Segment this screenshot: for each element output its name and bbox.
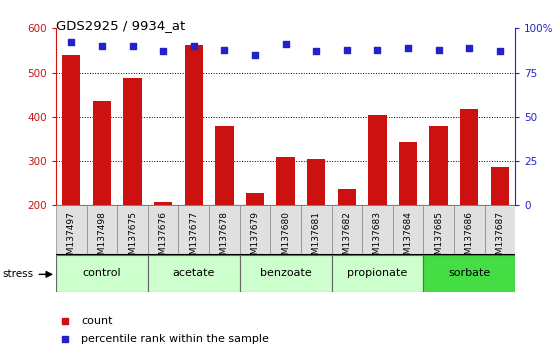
Point	[373, 47, 382, 52]
Bar	[307, 159, 325, 205]
Bar	[362, 205, 393, 255]
Bar	[148, 255, 240, 292]
Text: GDS2925 / 9934_at: GDS2925 / 9934_at	[56, 19, 185, 33]
Text: GSM137678: GSM137678	[220, 211, 229, 266]
Bar	[368, 115, 386, 205]
Point	[434, 47, 443, 52]
Text: GSM137498: GSM137498	[97, 211, 106, 266]
Bar	[393, 205, 423, 255]
Point	[281, 41, 290, 47]
Point	[189, 43, 198, 49]
Text: GSM137684: GSM137684	[404, 211, 413, 266]
Text: GSM137677: GSM137677	[189, 211, 198, 266]
Bar	[154, 202, 172, 205]
Point	[365, 220, 374, 226]
Bar	[332, 205, 362, 255]
Text: GSM137683: GSM137683	[373, 211, 382, 266]
Bar	[332, 255, 423, 292]
Bar	[56, 205, 87, 255]
Text: GSM137687: GSM137687	[496, 211, 505, 266]
Text: count: count	[81, 315, 113, 326]
Bar	[87, 205, 117, 255]
Bar	[270, 205, 301, 255]
Text: GSM137686: GSM137686	[465, 211, 474, 266]
Point	[220, 47, 229, 52]
Bar	[491, 167, 509, 205]
Point	[342, 47, 351, 52]
Bar	[277, 156, 295, 205]
Bar	[430, 126, 448, 205]
Point	[496, 48, 505, 54]
Point	[158, 48, 167, 54]
Point	[365, 53, 374, 58]
Bar	[179, 205, 209, 255]
Text: GSM137679: GSM137679	[250, 211, 259, 266]
Text: propionate: propionate	[347, 268, 408, 279]
Text: GSM137680: GSM137680	[281, 211, 290, 266]
Text: GSM137685: GSM137685	[434, 211, 443, 266]
Bar	[460, 109, 478, 205]
Point	[67, 40, 76, 45]
Bar	[484, 205, 515, 255]
Bar	[240, 205, 270, 255]
Bar	[185, 45, 203, 205]
Point	[465, 45, 474, 51]
Text: acetate: acetate	[172, 268, 215, 279]
Text: stress: stress	[3, 269, 34, 279]
Bar	[117, 205, 148, 255]
Bar	[240, 255, 332, 292]
Bar	[301, 205, 332, 255]
Point	[312, 48, 321, 54]
Point	[128, 43, 137, 49]
Point	[97, 43, 106, 49]
Bar	[399, 143, 417, 205]
Bar	[56, 255, 148, 292]
Point	[404, 45, 413, 51]
Bar	[148, 205, 179, 255]
Bar	[123, 78, 142, 205]
Bar	[62, 55, 81, 205]
Bar	[423, 205, 454, 255]
Bar	[423, 255, 515, 292]
Bar	[246, 193, 264, 205]
Bar	[338, 189, 356, 205]
Text: GSM137497: GSM137497	[67, 211, 76, 266]
Text: sorbate: sorbate	[448, 268, 491, 279]
Text: GSM137681: GSM137681	[312, 211, 321, 266]
Bar	[454, 205, 484, 255]
Text: GSM137676: GSM137676	[158, 211, 167, 266]
Text: control: control	[83, 268, 121, 279]
Text: percentile rank within the sample: percentile rank within the sample	[81, 334, 269, 344]
Bar	[93, 101, 111, 205]
Bar	[209, 205, 240, 255]
Text: benzoate: benzoate	[260, 268, 311, 279]
Text: GSM137675: GSM137675	[128, 211, 137, 266]
Bar	[215, 126, 234, 205]
Point	[250, 52, 259, 58]
Text: GSM137682: GSM137682	[342, 211, 351, 266]
